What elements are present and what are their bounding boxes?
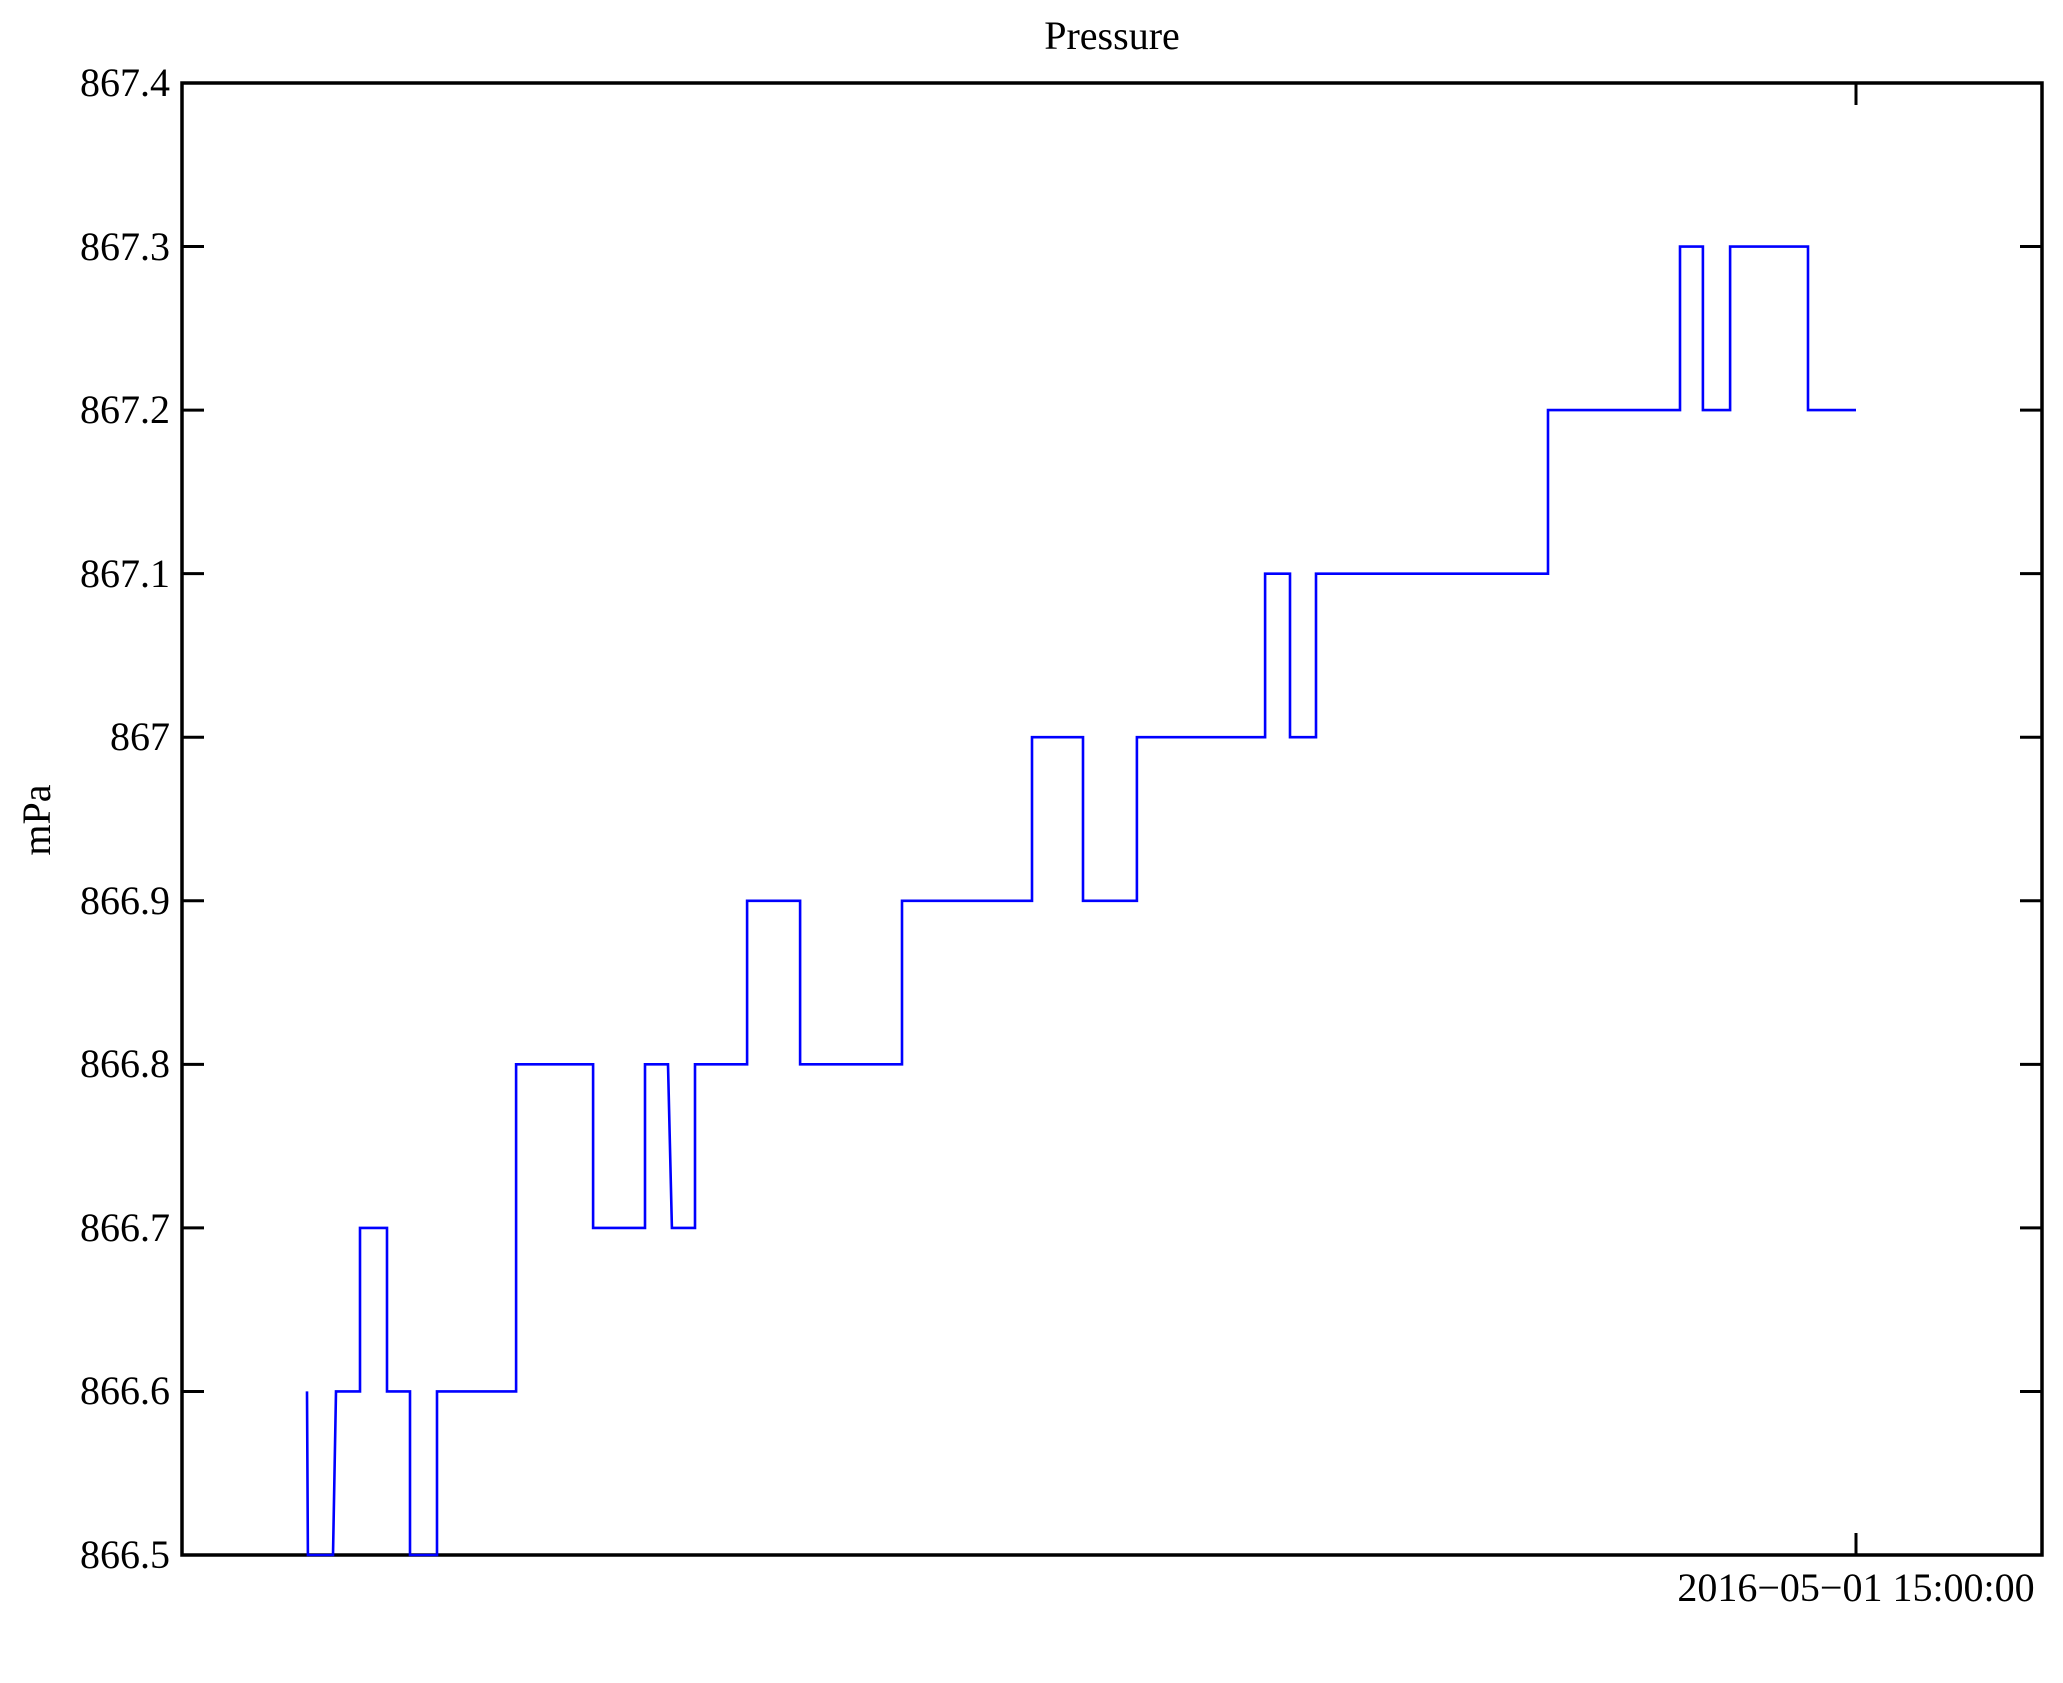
y-tick-label: 867.1 [80,550,170,596]
y-tick-label: 867.2 [80,387,170,433]
chart-title: Pressure [1044,13,1180,58]
pressure-line-series [305,245,1856,1557]
y-tick-label: 867.3 [80,223,170,269]
y-tick-label: 866.8 [80,1041,170,1087]
x-tick-label: 2016−05−01 15:00:00 [1677,1565,2035,1610]
axis-frame [180,81,2044,1557]
y-tick-label: 867.4 [80,60,170,105]
y-tick-label: 866.7 [80,1204,170,1250]
y-tick-label: 866.9 [80,877,170,923]
y-tick-label: 867 [110,714,170,760]
y-tick-label: 866.5 [80,1532,170,1577]
y-tick-label: 866.6 [80,1368,170,1414]
